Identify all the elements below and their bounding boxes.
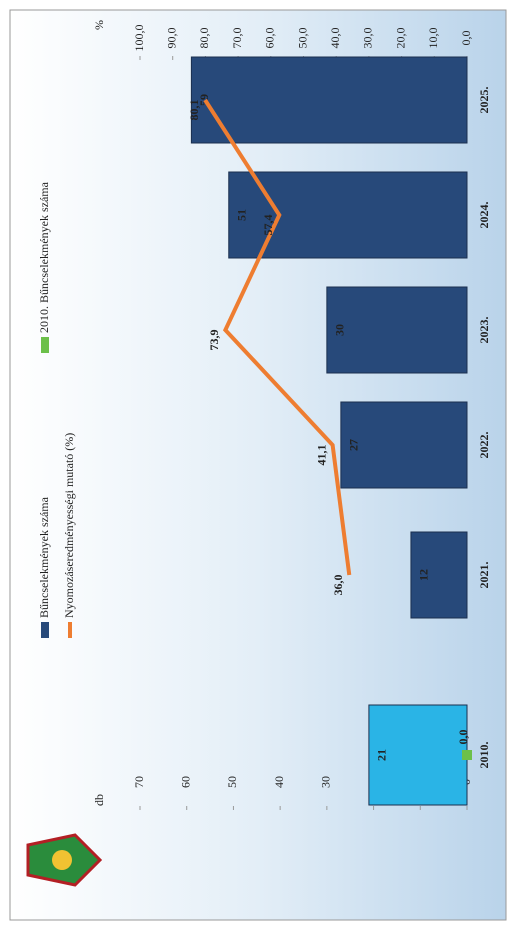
y2-tick-label: 40,0 bbox=[328, 28, 342, 49]
bar-value-label: 51 bbox=[235, 209, 249, 221]
line bbox=[203, 98, 352, 576]
legend-label: Bűncselekmények száma bbox=[37, 496, 51, 618]
bar bbox=[326, 286, 468, 374]
bar-value-label: 21 bbox=[375, 749, 389, 761]
bar-value-label: 30 bbox=[333, 324, 347, 336]
line-value-label: 73,9 bbox=[207, 330, 221, 351]
y-tick-label: 30 bbox=[319, 776, 333, 788]
line-value-label: 36,0 bbox=[331, 575, 345, 596]
logo bbox=[26, 833, 103, 887]
legend-label: 2010. Bűncselekmények száma bbox=[37, 181, 51, 333]
x-tick-label: 2023. bbox=[477, 317, 491, 344]
bar bbox=[340, 401, 468, 489]
x-tick-label: 2024. bbox=[477, 202, 491, 229]
legend-label: Nyomozáseredményességi mutató (%) bbox=[62, 433, 76, 618]
y-tick-label: 40 bbox=[272, 776, 286, 788]
y2-tick-label: 80,0 bbox=[197, 28, 211, 49]
y2-tick-label: 30,0 bbox=[361, 28, 375, 49]
legend-swatch bbox=[41, 622, 49, 638]
y2-tick-label: 20,0 bbox=[393, 28, 407, 49]
bar bbox=[410, 531, 468, 619]
x-tick-label: 2010. bbox=[477, 742, 491, 769]
marker bbox=[462, 750, 472, 760]
y2-tick-label: 50,0 bbox=[295, 28, 309, 49]
y-tick-label: 60 bbox=[178, 776, 192, 788]
line-value-label: 57,4 bbox=[261, 215, 275, 236]
bar-value-label: 27 bbox=[347, 439, 361, 451]
x-tick-label: 2025. bbox=[477, 87, 491, 114]
y2-axis-title: % bbox=[92, 20, 106, 30]
y2-tick-label: 60,0 bbox=[263, 28, 277, 49]
plot: 0102030405060700,010,020,030,040,050,060… bbox=[37, 20, 491, 810]
bar bbox=[190, 56, 468, 144]
marker-value-label: 0,0 bbox=[456, 730, 470, 745]
line-value-label: 80,1 bbox=[187, 100, 201, 121]
y-axis-title: db bbox=[92, 794, 106, 806]
y-tick-label: 50 bbox=[225, 776, 239, 788]
bar bbox=[228, 171, 468, 259]
y2-tick-label: 100,0 bbox=[132, 25, 146, 52]
x-tick-label: 2021. bbox=[477, 562, 491, 589]
y2-tick-label: 0,0 bbox=[459, 31, 473, 46]
y2-tick-label: 10,0 bbox=[426, 28, 440, 49]
y-tick-label: 70 bbox=[132, 776, 146, 788]
y2-tick-label: 90,0 bbox=[164, 28, 178, 49]
bar-value-label: 12 bbox=[417, 569, 431, 581]
legend-swatch bbox=[41, 337, 49, 353]
x-tick-label: 2022. bbox=[477, 432, 491, 459]
y2-tick-label: 70,0 bbox=[230, 28, 244, 49]
line-value-label: 41,1 bbox=[314, 445, 328, 466]
